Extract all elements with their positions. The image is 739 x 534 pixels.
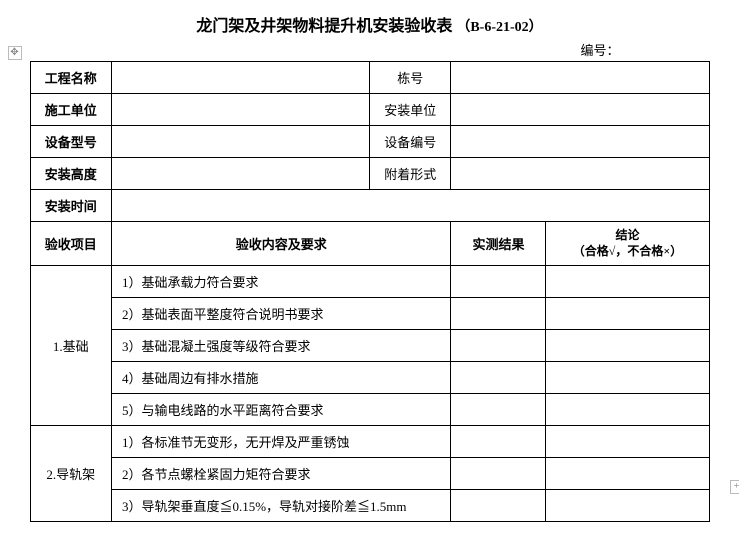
content-cell: 1）各标准节无变形，无开焊及严重锈蚀 — [111, 426, 450, 458]
row-height: 安装高度 附着形式 — [30, 158, 709, 190]
install-time-label: 安装时间 — [30, 190, 111, 222]
acceptance-table: 工程名称 栋号 施工单位 安装单位 设备型号 设备编号 安装高度 附着形式 安装… — [30, 61, 710, 522]
section-header-row: 验收项目 验收内容及要求 实测结果 结论 （合格√，不合格×） — [30, 222, 709, 266]
conclusion-cell — [546, 458, 709, 490]
content-cell: 2）各节点螺栓紧固力矩符合要求 — [111, 458, 450, 490]
install-height-label: 安装高度 — [30, 158, 111, 190]
install-height-value — [111, 158, 369, 190]
table-row: 4）基础周边有排水措施 — [30, 362, 709, 394]
table-row: 3）导轨架垂直度≦0.15%，导轨对接阶差≦1.5mm — [30, 490, 709, 522]
col-result-header: 实测结果 — [451, 222, 546, 266]
equip-no-label: 设备编号 — [369, 126, 450, 158]
content-cell: 3）导轨架垂直度≦0.15%，导轨对接阶差≦1.5mm — [111, 490, 450, 522]
table-row: 5）与输电线路的水平距离符合要求 — [30, 394, 709, 426]
conclusion-cell — [546, 330, 709, 362]
page-container: ✥ + 龙门架及井架物料提升机安装验收表 （B-6-21-02） 编号： 工程名… — [30, 12, 710, 522]
conclusion-cell — [546, 298, 709, 330]
row-equip: 设备型号 设备编号 — [30, 126, 709, 158]
conclusion-cell — [546, 266, 709, 298]
equip-model-value — [111, 126, 369, 158]
install-unit-label: 安装单位 — [369, 94, 450, 126]
drag-handle-right[interactable]: + — [730, 480, 739, 494]
table-row: 3）基础混凝土强度等级符合要求 — [30, 330, 709, 362]
result-cell — [451, 330, 546, 362]
conclusion-cell — [546, 490, 709, 522]
install-time-value — [111, 190, 709, 222]
drag-handle-left[interactable]: ✥ — [8, 46, 22, 60]
table-row: 2）基础表面平整度符合说明书要求 — [30, 298, 709, 330]
group-name: 2.导轨架 — [30, 426, 111, 522]
title-main: 龙门架及井架物料提升机安装验收表 — [196, 18, 452, 35]
content-cell: 1）基础承载力符合要求 — [111, 266, 450, 298]
row-units: 施工单位 安装单位 — [30, 94, 709, 126]
building-no-label: 栋号 — [369, 62, 450, 94]
construction-unit-value — [111, 94, 369, 126]
content-cell: 5）与输电线路的水平距离符合要求 — [111, 394, 450, 426]
conclusion-cell — [546, 362, 709, 394]
row-project: 工程名称 栋号 — [30, 62, 709, 94]
attach-form-value — [451, 158, 709, 190]
col-item-header: 验收项目 — [30, 222, 111, 266]
install-unit-value — [451, 94, 709, 126]
col-content-header: 验收内容及要求 — [111, 222, 450, 266]
building-no-value — [451, 62, 709, 94]
serial-number-label: 编号： — [30, 40, 710, 59]
equip-model-label: 设备型号 — [30, 126, 111, 158]
group-name: 1.基础 — [30, 266, 111, 426]
title-code: （B-6-21-02） — [456, 20, 542, 35]
result-cell — [451, 394, 546, 426]
result-cell — [451, 266, 546, 298]
result-cell — [451, 362, 546, 394]
construction-unit-label: 施工单位 — [30, 94, 111, 126]
result-cell — [451, 426, 546, 458]
table-row: 2）各节点螺栓紧固力矩符合要求 — [30, 458, 709, 490]
conclusion-cell — [546, 426, 709, 458]
attach-form-label: 附着形式 — [369, 158, 450, 190]
row-install-time: 安装时间 — [30, 190, 709, 222]
equip-no-value — [451, 126, 709, 158]
conclusion-cell — [546, 394, 709, 426]
page-title: 龙门架及井架物料提升机安装验收表 （B-6-21-02） — [30, 12, 710, 36]
project-name-label: 工程名称 — [30, 62, 111, 94]
table-row: 2.导轨架 1）各标准节无变形，无开焊及严重锈蚀 — [30, 426, 709, 458]
project-name-value — [111, 62, 369, 94]
table-row: 1.基础 1）基础承载力符合要求 — [30, 266, 709, 298]
content-cell: 2）基础表面平整度符合说明书要求 — [111, 298, 450, 330]
result-cell — [451, 298, 546, 330]
col-conclusion-header: 结论 （合格√，不合格×） — [546, 222, 709, 266]
content-cell: 4）基础周边有排水措施 — [111, 362, 450, 394]
result-cell — [451, 458, 546, 490]
result-cell — [451, 490, 546, 522]
content-cell: 3）基础混凝土强度等级符合要求 — [111, 330, 450, 362]
